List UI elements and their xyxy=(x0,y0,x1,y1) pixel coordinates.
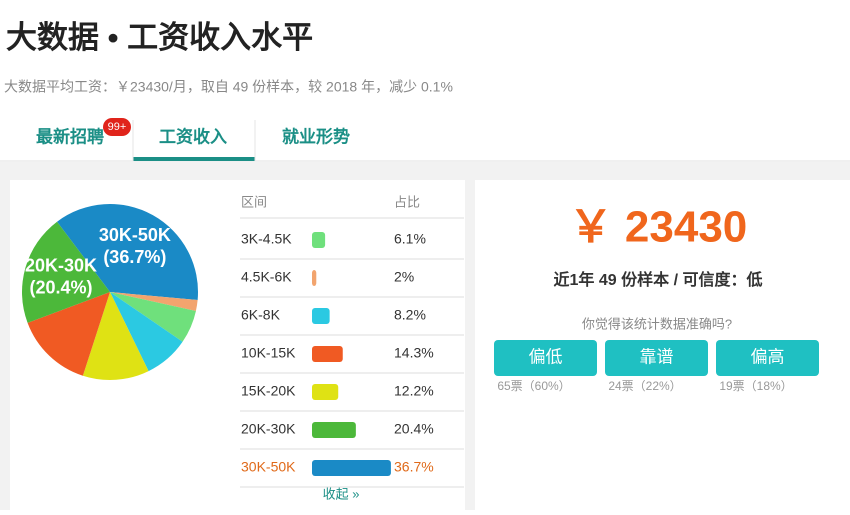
pie-slice xyxy=(110,292,198,311)
pie-slice xyxy=(110,292,196,342)
share-label: 2% xyxy=(394,269,414,285)
pie-label: 20K-30K xyxy=(25,255,97,275)
tab-active xyxy=(133,157,255,161)
pie-value-label: (20.4%) xyxy=(29,277,92,297)
table-header: 占比 xyxy=(394,194,420,209)
share-bar xyxy=(312,346,343,362)
tab[interactable]: 工资收入 xyxy=(159,126,227,146)
vote-button[interactable] xyxy=(494,340,597,376)
vote-button[interactable] xyxy=(605,340,708,376)
share-bar xyxy=(312,460,391,476)
vote-count: 24票（22%） xyxy=(608,379,681,393)
range-label: 15K-20K xyxy=(241,383,296,399)
pie-slice xyxy=(82,292,149,380)
vote-count: 65票（60%） xyxy=(497,379,570,393)
range-label: 3K-4.5K xyxy=(241,231,292,247)
tab[interactable]: 就业形势 xyxy=(282,126,350,146)
badge-bg xyxy=(103,118,131,136)
pie-slice xyxy=(27,292,111,376)
share-bar xyxy=(312,384,339,400)
vote-label[interactable]: 偏低 xyxy=(529,347,563,366)
share-bar xyxy=(312,308,330,324)
watermark: 知乎 @安徽雪豚科技有限... xyxy=(561,464,828,489)
share-label: 6.1% xyxy=(394,231,426,247)
share-label: 36.7% xyxy=(394,459,434,475)
range-label: 4.5K-6K xyxy=(241,269,292,285)
vote-count: 19票（18%） xyxy=(719,379,792,393)
vote-button[interactable] xyxy=(716,340,819,376)
share-label: 14.3% xyxy=(394,345,434,361)
share-label: 8.2% xyxy=(394,307,426,323)
vote-label[interactable]: 靠谱 xyxy=(640,347,674,366)
pie-slice xyxy=(110,292,183,372)
pie-slice xyxy=(57,203,198,301)
vote-label[interactable]: 偏高 xyxy=(751,347,785,366)
range-label: 6K-8K xyxy=(241,307,281,323)
question: 你觉得该统计数据准确吗? xyxy=(582,316,732,331)
range-label: 30K-50K xyxy=(241,459,296,475)
title: 大数据 • 工资收入水平 xyxy=(6,20,313,55)
share-bar xyxy=(312,232,326,248)
pie-slice xyxy=(22,221,110,323)
table-header: 区间 xyxy=(241,194,267,209)
collapse-link[interactable]: 收起 » xyxy=(323,486,360,501)
range-label: 10K-15K xyxy=(241,345,296,361)
pie-label: 30K-50K xyxy=(99,225,171,245)
share-label: 20.4% xyxy=(394,421,434,437)
share-label: 12.2% xyxy=(394,383,434,399)
range-label: 20K-30K xyxy=(241,421,296,437)
salary: ￥ 23430 xyxy=(569,203,748,252)
tab[interactable]: 最新招聘 xyxy=(36,126,104,146)
badge: 99+ xyxy=(108,121,127,133)
share-bar xyxy=(312,422,356,438)
pie-value-label: (36.7%) xyxy=(103,247,166,267)
detail: 近1年 49 份样本 / 可信度：低 xyxy=(554,270,763,289)
subtitle: 大数据平均工资：￥23430/月，取自 49 份样本，较 2018 年，减少 0… xyxy=(4,79,453,95)
share-bar xyxy=(312,270,317,286)
